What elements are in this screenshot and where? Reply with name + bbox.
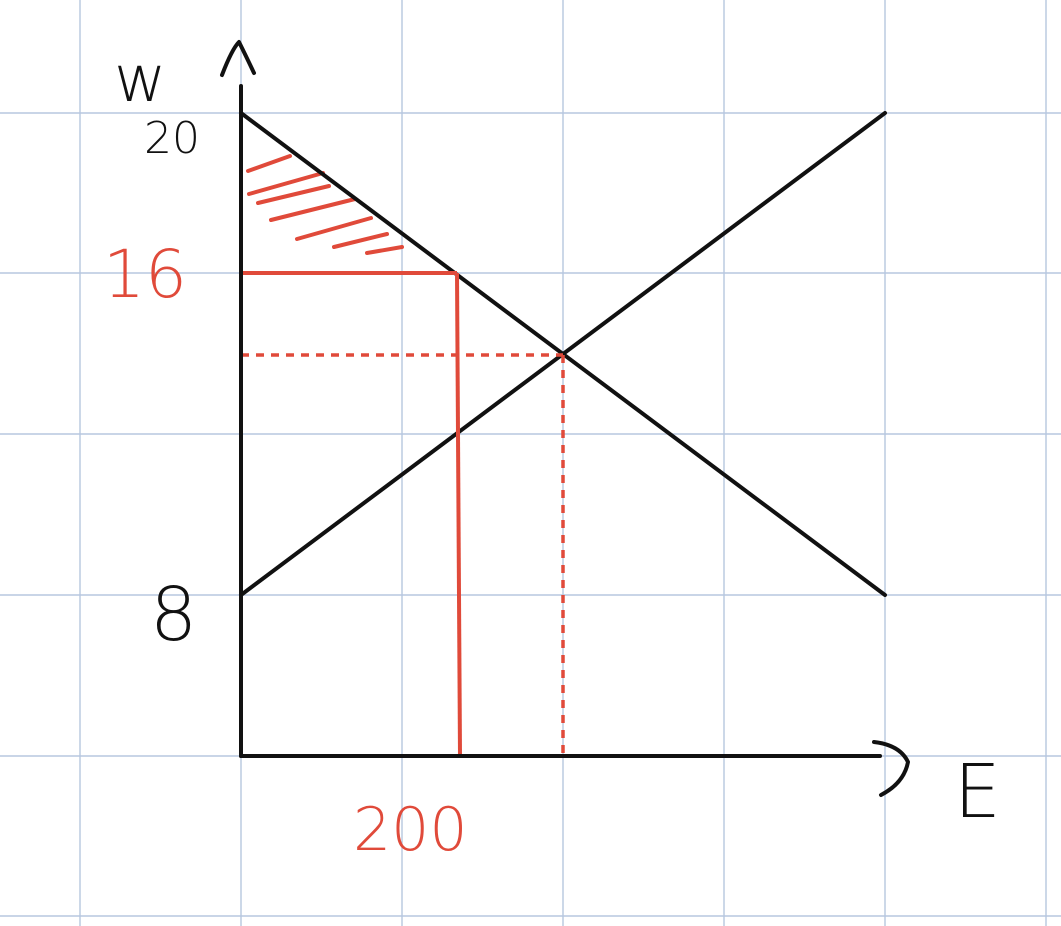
shaded-area [246,154,404,255]
employment-200-vertical-line [455,272,462,757]
wage-16-label: 16 [103,236,187,313]
x-axis-arrowhead [872,740,910,797]
y-tick-8-label: 8 [150,572,197,658]
y-tick-20-label: 20 [144,113,200,164]
x-axis-label: E [954,749,1001,835]
y-axis-arrowhead [220,40,256,77]
y-axis-label: w [114,43,166,117]
employment-200-label: 200 [353,795,468,865]
